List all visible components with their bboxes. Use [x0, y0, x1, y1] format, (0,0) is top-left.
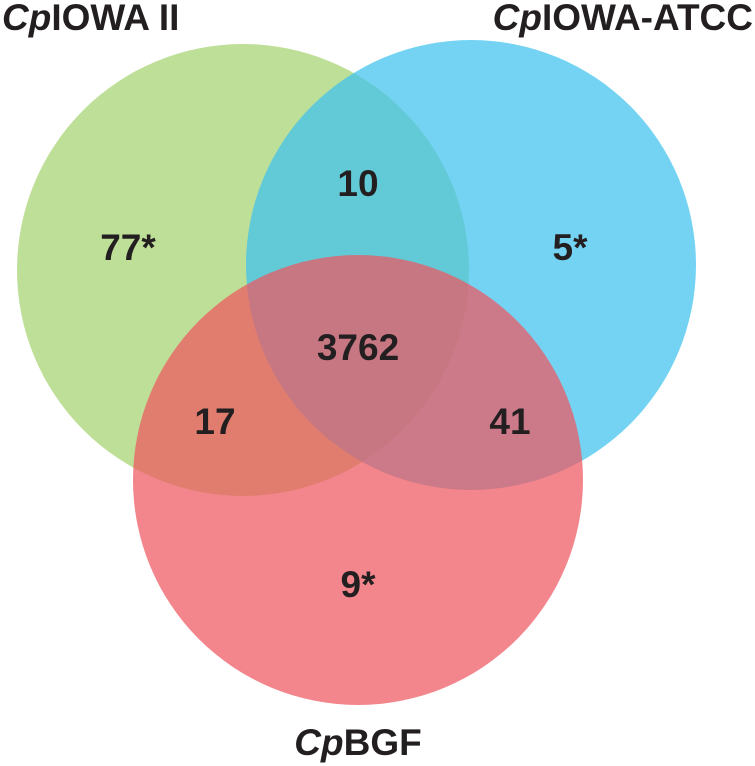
- region-count: 5*: [553, 227, 589, 268]
- set-name: BGF: [344, 722, 422, 763]
- set-name: IOWA-ATCC: [542, 0, 753, 38]
- set-prefix: Cp: [493, 0, 542, 38]
- region-count: 17: [194, 401, 235, 442]
- region-count: 10: [337, 163, 378, 204]
- set-prefix: Cp: [2, 0, 51, 38]
- region-count: 77*: [100, 227, 156, 268]
- set-name: IOWA II: [51, 0, 179, 38]
- set-label: CpBGF: [294, 722, 421, 763]
- circle-bgf: [133, 255, 583, 705]
- set-prefix: Cp: [294, 722, 343, 763]
- set-label: CpIOWA II: [2, 0, 179, 38]
- region-count: 41: [489, 401, 530, 442]
- set-label: CpIOWA-ATCC: [493, 0, 753, 38]
- region-count: 3762: [317, 327, 399, 368]
- region-count: 9*: [341, 564, 377, 605]
